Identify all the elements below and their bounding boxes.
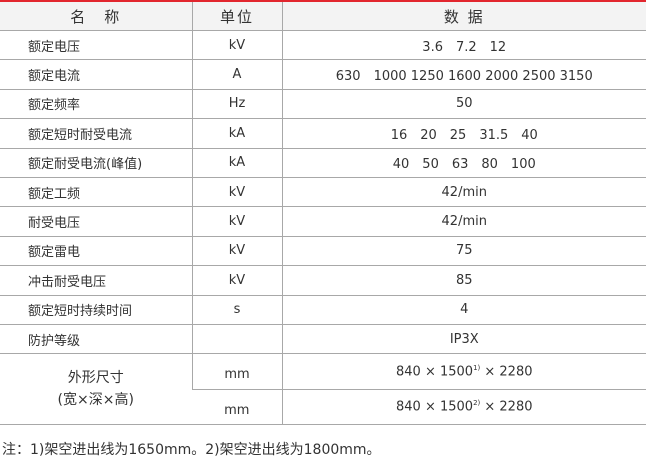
value-cell: 50	[281, 89, 646, 120]
top-accent-line	[0, 0, 646, 2]
unit-cell: kA	[191, 118, 282, 149]
table-row: 外形尺寸 (宽×深×高) mm 840 × 15001) × 2280	[0, 353, 646, 426]
table-row: 额定雷电 kV 75	[0, 236, 646, 267]
unit-cell: A	[191, 59, 282, 90]
unit-cell: Hz	[191, 89, 282, 120]
unit-cell: kV	[191, 236, 282, 267]
header-data: 数 据	[281, 2, 646, 31]
value-cell: 16 20 25 31.5 40	[281, 118, 646, 149]
table-row: 额定短时耐受电流 kA 16 20 25 31.5 40	[0, 118, 646, 149]
value-cell: IP3X	[281, 324, 646, 355]
header-unit: 单位	[191, 2, 282, 31]
dimensions-label: 外形尺寸 (宽×深×高)	[0, 353, 192, 426]
table-row: 额定电流 A 630 1000 1250 1600 2000 2500 3150	[0, 59, 646, 90]
table-row: 额定耐受电流(峰值) kA 40 50 63 80 100	[0, 148, 646, 178]
name-cell: 额定雷电	[0, 236, 192, 267]
table-row: 防护等级 IP3X	[0, 324, 646, 355]
name-cell: 防护等级	[0, 324, 192, 355]
table-row: 额定短时持续时间 s 4	[0, 295, 646, 325]
value-cell: 630 1000 1250 1600 2000 2500 3150	[281, 59, 646, 90]
unit-cell: kV	[191, 30, 282, 61]
dimensions-label-line1: 外形尺寸	[67, 370, 124, 387]
name-cell: 额定耐受电流(峰值)	[0, 148, 192, 178]
name-cell: 冲击耐受电压	[0, 265, 192, 296]
unit-cell: s	[191, 295, 282, 325]
unit-cell: kV	[191, 265, 282, 296]
unit-cell: mm	[192, 389, 282, 426]
header-name: 名 称	[0, 2, 192, 31]
value-cell: 75	[281, 236, 646, 267]
name-cell: 额定电压	[0, 30, 192, 61]
value-cell: 42/min	[281, 206, 646, 237]
footnote: 注：1)架空进出线为1650mm。2)架空进出线为1800mm。	[2, 442, 381, 459]
name-cell: 额定短时持续时间	[0, 295, 192, 325]
name-cell: 额定短时耐受电流	[0, 118, 192, 149]
unit-cell: mm	[191, 353, 282, 390]
value-cell: 840 × 15001) × 2280	[281, 353, 646, 390]
unit-cell: kV	[191, 206, 282, 237]
value-cell: 42/min	[281, 177, 646, 208]
name-cell: 额定工频	[0, 177, 192, 208]
unit-cell	[191, 324, 282, 355]
spec-table: 名 称 单位 数 据 额定电压 kV 3.6 7.2 12 额定电流 A 630 1000…	[0, 2, 646, 426]
table-row: 耐受电压 kV 42/min	[0, 206, 646, 237]
name-cell: 额定电流	[0, 59, 192, 90]
name-cell: 耐受电压	[0, 206, 192, 237]
table-row: 额定频率 Hz 50	[0, 89, 646, 120]
table-row: 额定电压 kV 3.6 7.2 12	[0, 30, 646, 61]
table-row: 额定工频 kV 42/min	[0, 177, 646, 208]
table-row: mm 840 × 15002) × 2280	[0, 389, 646, 426]
name-cell: 额定频率	[0, 89, 192, 120]
unit-cell: kV	[191, 177, 282, 208]
table-row: 冲击耐受电压 kV 85	[0, 265, 646, 296]
value-cell: 3.6 7.2 12	[281, 30, 646, 61]
value-cell: 4	[281, 295, 646, 325]
value-cell: 840 × 15002) × 2280	[281, 389, 646, 426]
dimensions-label-line2: (宽×深×高)	[57, 392, 134, 409]
value-cell: 85	[281, 265, 646, 296]
unit-cell: kA	[191, 148, 282, 178]
header-row: 名 称 单位 数 据	[0, 2, 646, 31]
value-cell: 40 50 63 80 100	[281, 148, 646, 178]
